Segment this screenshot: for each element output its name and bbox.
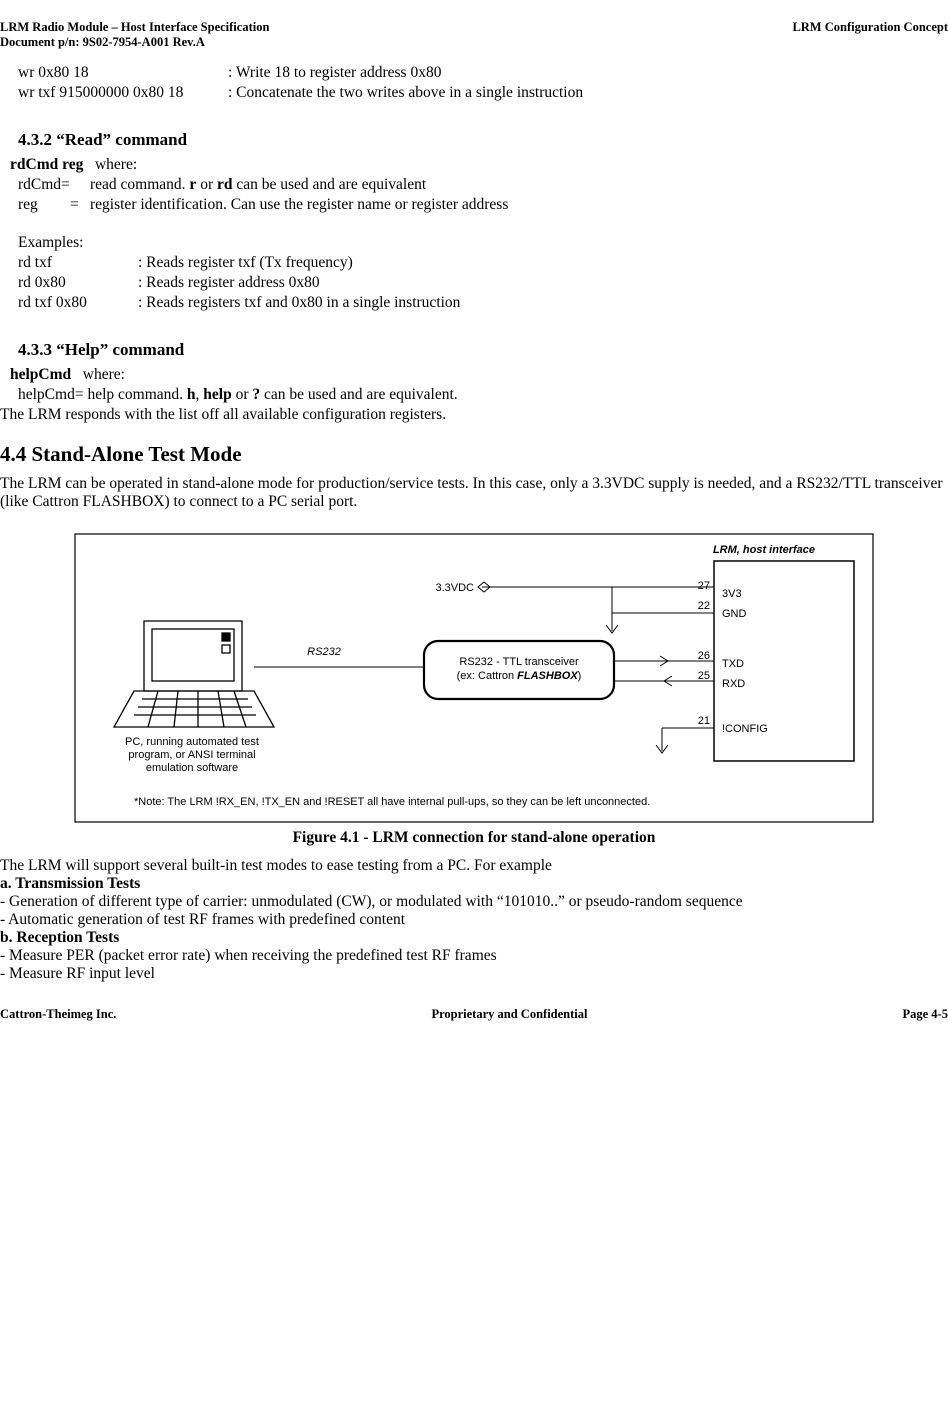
example-cmd: rd txf 0x80: [18, 294, 138, 312]
help-response-text: The LRM responds with the list off all a…: [0, 406, 948, 424]
example-cmd: rd txf: [18, 254, 138, 272]
tests-b-head: b. Reception Tests: [0, 929, 948, 947]
example-cmd: wr txf 915000000 0x80 18: [18, 84, 228, 102]
def-reg: reg = register identification. Can use t…: [18, 196, 948, 214]
read-syntax: rdCmd reg where:: [10, 156, 948, 174]
pin-number: 26: [698, 650, 710, 662]
help-syntax: helpCmd where:: [10, 366, 948, 384]
footer-left: Cattron-Theimeg Inc.: [0, 1007, 116, 1022]
example-cmd: rd 0x80: [18, 274, 138, 292]
standalone-para: The LRM can be operated in stand-alone m…: [0, 475, 948, 511]
pin-label: 3V3: [722, 588, 742, 600]
write-example-1: wr 0x80 18 : Write 18 to register addres…: [18, 64, 948, 82]
tests-a1: - Generation of different type of carrie…: [0, 893, 948, 911]
pin-number: 27: [698, 580, 710, 592]
def-rdcmd: rdCmd= read command. r or rd can be used…: [18, 176, 948, 194]
def-helpcmd: helpCmd= help command. h, help or ? can …: [18, 386, 948, 404]
pin-number: 21: [698, 715, 710, 727]
example-desc: : Concatenate the two writes above in a …: [228, 84, 583, 102]
example-desc: : Write 18 to register address 0x80: [228, 64, 441, 82]
pc-caption-2: program, or ANSI terminal: [128, 749, 255, 761]
tests-b1: - Measure PER (packet error rate) when r…: [0, 947, 948, 965]
footer-center: Proprietary and Confidential: [431, 1007, 587, 1022]
example-cmd: wr 0x80 18: [18, 64, 228, 82]
figure-4-1: LRM, host interface 27 3V3 22 GND 26 TXD 25 RXD…: [74, 533, 874, 823]
def-key: reg: [18, 196, 70, 214]
where-label: where:: [83, 366, 125, 383]
heading-4-4: 4.4 Stand-Alone Test Mode: [0, 442, 948, 467]
pin-number: 25: [698, 670, 710, 682]
transceiver-line1: RS232 - TTL transceiver: [459, 656, 579, 668]
header-left-line1: LRM Radio Module – Host Interface Specif…: [0, 20, 269, 34]
rs232-label: RS232: [307, 646, 341, 658]
tests-intro: The LRM will support several built-in te…: [0, 857, 948, 875]
example-desc: : Reads register txf (Tx frequency): [138, 254, 353, 272]
example-desc: : Reads register address 0x80: [138, 274, 320, 292]
def-val: read command. r or rd can be used and ar…: [90, 176, 426, 194]
tests-a2: - Automatic generation of test RF frames…: [0, 911, 948, 929]
header-left-line2: Document p/n: 9S02-7954-A001 Rev.A: [0, 35, 205, 49]
read-example-2: rd 0x80 : Reads register address 0x80: [18, 274, 948, 292]
write-example-2: wr txf 915000000 0x80 18 : Concatenate t…: [18, 84, 948, 102]
figure-caption: Figure 4.1 - LRM connection for stand-al…: [0, 829, 948, 847]
def-val: register identification. Can use the reg…: [90, 196, 508, 214]
example-desc: : Reads registers txf and 0x80 in a sing…: [138, 294, 460, 312]
header-right: LRM Configuration Concept: [792, 20, 948, 50]
pin-label: TXD: [722, 658, 744, 670]
page-footer: Cattron-Theimeg Inc. Proprietary and Con…: [0, 1007, 948, 1022]
figure-note: *Note: The LRM !RX_EN, !TX_EN and !RESET…: [134, 796, 650, 808]
footer-right: Page 4-5: [903, 1007, 948, 1022]
pin-label: RXD: [722, 678, 745, 690]
def-eq: =: [70, 196, 90, 214]
figure-title: LRM, host interface: [713, 544, 815, 556]
supply-label: 3.3VDC: [435, 582, 474, 594]
page-header: LRM Radio Module – Host Interface Specif…: [0, 20, 948, 54]
read-cmd-syntax: rdCmd reg: [10, 156, 83, 173]
pin-label: !CONFIG: [722, 723, 768, 735]
where-label: where:: [95, 156, 137, 173]
pc-caption-3: emulation software: [146, 762, 238, 774]
pc-caption-1: PC, running automated test: [125, 736, 259, 748]
pin-label: GND: [722, 608, 747, 620]
tests-a-head: a. Transmission Tests: [0, 875, 948, 893]
def-key: rdCmd=: [18, 176, 90, 194]
help-cmd-syntax: helpCmd: [10, 366, 71, 383]
examples-label: Examples:: [18, 234, 948, 252]
read-example-3: rd txf 0x80 : Reads registers txf and 0x…: [18, 294, 948, 312]
transceiver-line2: (ex: Cattron FLASHBOX): [457, 670, 582, 682]
tests-b2: - Measure RF input level: [0, 965, 948, 983]
heading-4-3-3: 4.3.3 “Help” command: [18, 340, 948, 360]
read-example-1: rd txf : Reads register txf (Tx frequenc…: [18, 254, 948, 272]
pin-number: 22: [698, 600, 710, 612]
heading-4-3-2: 4.3.2 “Read” command: [18, 130, 948, 150]
